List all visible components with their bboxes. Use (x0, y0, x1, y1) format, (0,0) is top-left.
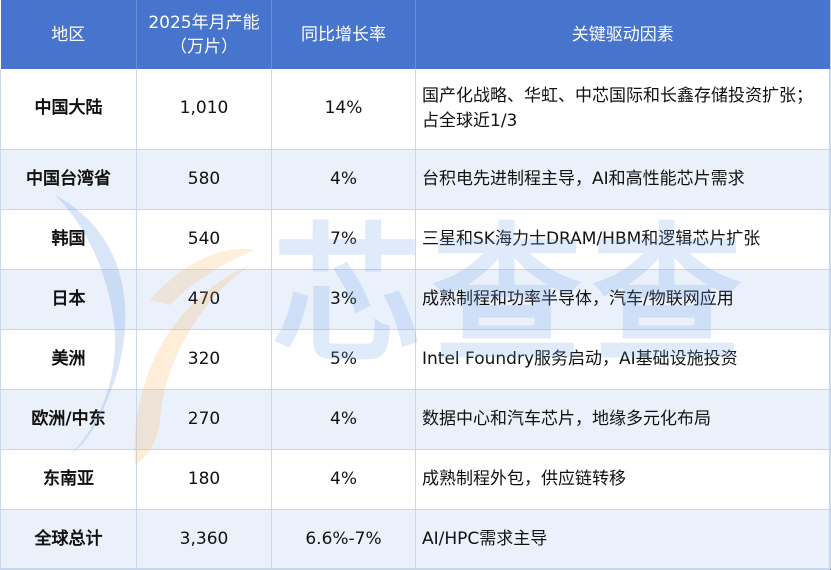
table-row: 中国大陆 1,010 14% 国产化战略、华虹、中芯国际和长鑫存储投资扩张；占全… (0, 69, 830, 150)
table-row: 美洲 320 5% Intel Foundry服务启动，AI基础设施投资 (0, 329, 830, 390)
growth-cell: 3% (271, 269, 416, 330)
header-drivers: 关键驱动因素 (415, 0, 830, 69)
header-row: 地区 2025年月产能（万片） 同比增长率 关键驱动因素 (0, 0, 830, 69)
region-cell: 日本 (0, 269, 137, 330)
header-capacity: 2025年月产能（万片） (136, 0, 272, 69)
capacity-cell: 180 (136, 449, 272, 510)
growth-cell: 5% (271, 329, 416, 390)
drivers-cell: 三星和SK海力士DRAM/HBM和逻辑芯片扩张 (415, 209, 830, 270)
table-row: 欧洲/中东 270 4% 数据中心和汽车芯片，地缘多元化布局 (0, 389, 830, 450)
region-cell: 美洲 (0, 329, 137, 390)
capacity-cell: 270 (136, 389, 272, 450)
growth-cell: 14% (271, 69, 416, 150)
table-row: 日本 470 3% 成熟制程和功率半导体，汽车/物联网应用 (0, 269, 830, 330)
capacity-cell: 1,010 (136, 69, 272, 150)
growth-cell: 4% (271, 149, 416, 210)
region-cell: 东南亚 (0, 449, 137, 510)
region-cell: 韩国 (0, 209, 137, 270)
region-cell: 欧洲/中东 (0, 389, 137, 450)
region-cell: 中国台湾省 (0, 149, 137, 210)
table-row: 韩国 540 7% 三星和SK海力士DRAM/HBM和逻辑芯片扩张 (0, 209, 830, 270)
drivers-cell: 台积电先进制程主导，AI和高性能芯片需求 (415, 149, 830, 210)
growth-cell: 4% (271, 389, 416, 450)
capacity-cell: 580 (136, 149, 272, 210)
table-row-total: 全球总计 3,360 6.6%-7% AI/HPC需求主导 (0, 509, 830, 570)
growth-cell: 6.6%-7% (271, 509, 416, 570)
table-row: 中国台湾省 580 4% 台积电先进制程主导，AI和高性能芯片需求 (0, 149, 830, 210)
growth-cell: 4% (271, 449, 416, 510)
capacity-cell: 3,360 (136, 509, 272, 570)
drivers-cell: 数据中心和汽车芯片，地缘多元化布局 (415, 389, 830, 450)
table-row: 东南亚 180 4% 成熟制程外包，供应链转移 (0, 449, 830, 510)
capacity-cell: 540 (136, 209, 272, 270)
drivers-cell: 国产化战略、华虹、中芯国际和长鑫存储投资扩张；占全球近1/3 (415, 69, 830, 150)
header-region: 地区 (0, 0, 137, 69)
drivers-cell: 成熟制程和功率半导体，汽车/物联网应用 (415, 269, 830, 330)
drivers-cell: 成熟制程外包，供应链转移 (415, 449, 830, 510)
drivers-cell: Intel Foundry服务启动，AI基础设施投资 (415, 329, 830, 390)
region-cell: 全球总计 (0, 509, 137, 570)
growth-cell: 7% (271, 209, 416, 270)
region-cell: 中国大陆 (0, 69, 137, 150)
capacity-cell: 320 (136, 329, 272, 390)
drivers-cell: AI/HPC需求主导 (415, 509, 830, 570)
capacity-cell: 470 (136, 269, 272, 330)
header-growth: 同比增长率 (271, 0, 416, 69)
